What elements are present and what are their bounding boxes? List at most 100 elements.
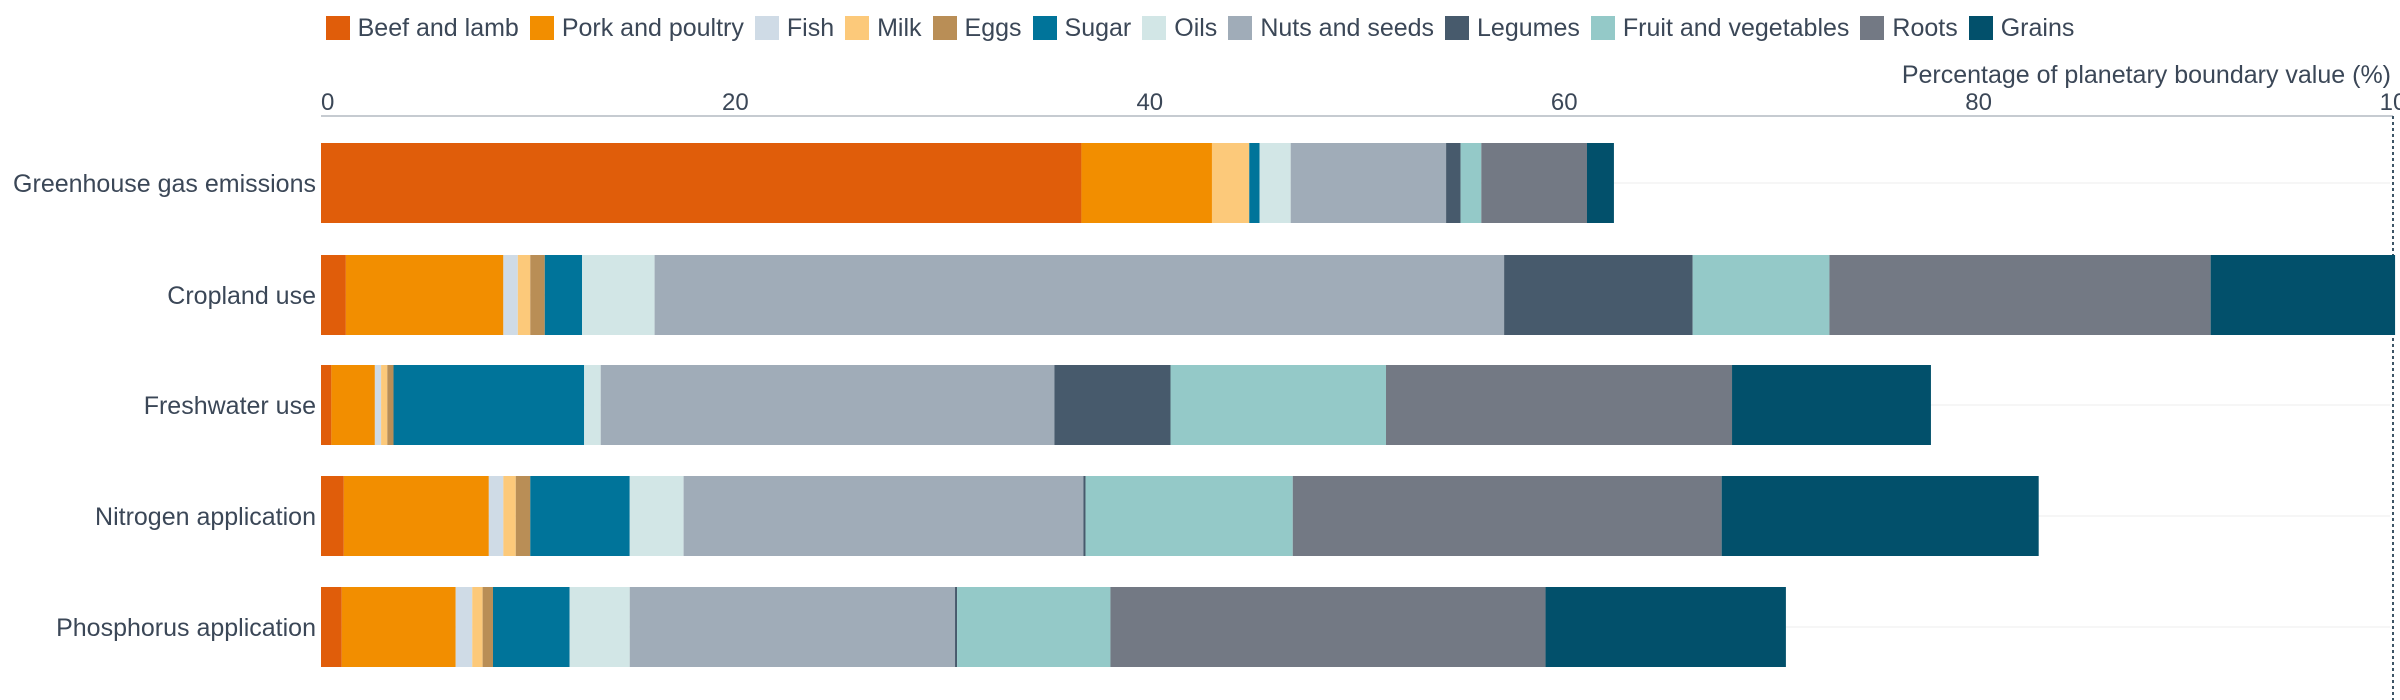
legend-item: Sugar [1032,13,1132,43]
category-label: Greenhouse gas emissions [13,170,316,198]
x-tick-label: 40 [1136,89,1163,116]
bar-segment [955,587,958,667]
bar-segment [321,143,1082,223]
legend-item: Fish [754,13,835,43]
bar-segment [1692,255,1830,335]
bar-segment [515,476,531,556]
bar-segment [569,587,630,667]
legend-swatch [754,16,779,40]
legend-label: Nuts and seeds [1260,13,1435,42]
bar-segment [530,476,630,556]
legend-swatch [529,16,554,40]
x-tick-label: 80 [1965,89,1992,116]
legend-swatch [1968,16,1993,40]
x-tick-label: 20 [722,89,749,116]
bar-segment [455,587,473,667]
bar-segment [1054,365,1171,445]
bar-segment [629,476,684,556]
x-axis-title: Percentage of planetary boundary value (… [1902,61,2391,89]
legend-label: Pork and poultry [561,13,744,42]
x-tick-label: 60 [1551,89,1578,116]
legend-label: Oils [1174,13,1218,42]
x-tick-label: 0 [321,89,334,116]
bar-segment [1504,255,1693,335]
bar-segment [482,587,493,667]
bar-segment [1292,476,1722,556]
bar-segment [393,365,585,445]
bar-segment [517,255,531,335]
bar-segment [584,365,601,445]
bar-segment [683,476,1084,556]
bar-segment [1259,143,1291,223]
legend-label: Eggs [964,13,1022,42]
legend-swatch [1228,16,1253,40]
bar-segment [488,476,504,556]
legend-swatch [1445,16,1470,40]
bar-segment [1211,143,1250,223]
bar-segment [1481,143,1587,223]
bar-segment [345,255,504,335]
legend-label: Fish [786,13,835,42]
legend-swatch [845,16,870,40]
legend-label: Fruit and vegetables [1622,13,1850,42]
category-label: Cropland use [167,282,316,310]
bar-segment [582,255,655,335]
bar-segment [600,365,1055,445]
bar-segment [503,476,516,556]
bar-segment [321,365,332,445]
category-label: Phosphorus application [56,614,316,642]
chart-legend: Beef and lamb Pork and poultry Fish Milk Egg… [0,8,2400,48]
bar-segment [343,476,489,556]
legend-item: Milk [845,13,922,43]
legend-label: Grains [2000,13,2075,42]
bar-segment [1586,143,1614,223]
bar-segment [321,476,344,556]
legend-item: Eggs [932,13,1022,43]
legend-label: Legumes [1477,13,1580,42]
legend-swatch [1590,16,1615,40]
legend-label: Milk [877,13,922,42]
legend-swatch [1860,16,1885,40]
bar-segment [530,255,545,335]
bar-segment [374,365,382,445]
legend-label: Sugar [1064,13,1132,42]
bar-segment [331,365,375,445]
bar-segment [472,587,483,667]
legend-label: Roots [1892,13,1958,42]
bar-segment [629,587,956,667]
bar-segment [1290,143,1447,223]
legend-label: Beef and lamb [357,13,519,42]
legend-swatch [932,16,957,40]
bar-segment [503,255,518,335]
legend-item: Grains [1968,13,2075,43]
bar-segment [1460,143,1482,223]
bar-segment [1386,365,1733,445]
bar-segment [544,255,583,335]
bar-segment [1170,365,1387,445]
bar-segment [1083,476,1086,556]
bar-segment [492,587,570,667]
legend-swatch [1142,16,1167,40]
legend-swatch [325,16,350,40]
category-label: Nitrogen application [95,503,316,531]
bar-segment [1446,143,1461,223]
bar-segment [957,587,1111,667]
bar-segment [1085,476,1293,556]
legend-item: Nuts and seeds [1228,14,1434,43]
bar-segment [1721,476,2039,556]
bar-segment [1545,587,1786,667]
bar-segment [1732,365,1931,445]
bar-segment [387,365,394,445]
legend-item: Pork and poultry [529,13,744,43]
bar-segment [381,365,388,445]
bar-segment [654,255,1505,335]
bar-segment [341,587,456,667]
bar-segment [2210,255,2396,335]
legend-swatch [1032,16,1057,40]
bar-segment [1081,143,1212,223]
legend-item: Oils [1142,14,1217,43]
legend-item: Beef and lamb [325,13,519,43]
legend-item: Legumes [1445,14,1580,43]
x-tick-label: 10 [2380,89,2400,116]
